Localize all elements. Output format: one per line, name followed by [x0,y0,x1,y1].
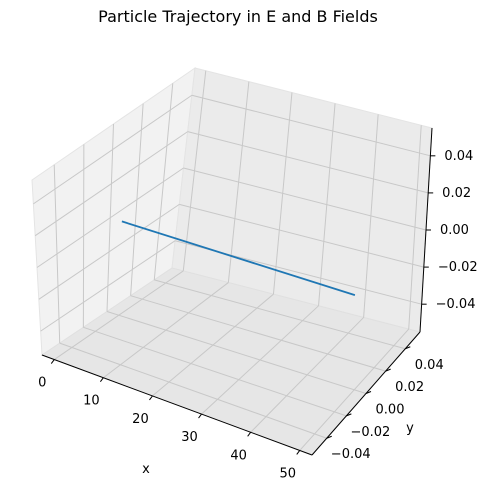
y-tick-label: 0.00 [376,403,405,418]
x-tick-label: 10 [83,394,100,409]
z-grid-left [36,167,184,268]
x-axis-line [41,354,313,456]
y-tick-mark [405,346,411,350]
z-grid-left [33,94,193,205]
z-tick-label: −0.02 [438,260,478,275]
trajectory-line [121,220,356,296]
x-tick-mark [99,377,104,383]
x-tick-label: 50 [279,466,296,481]
y-tick-label: −0.02 [350,425,390,440]
y-tick-mark [365,391,372,394]
z-tick-label: 0.02 [442,186,471,201]
z-grid-left [38,203,180,300]
x-tick-label: 0 [38,376,46,391]
x-tick-label: 20 [132,412,149,427]
z-tick-label: −0.04 [436,297,476,312]
x-tick-mark [198,413,202,419]
tick-labels: 0 10 20 30 40 50 −0.04 −0.02 0.00 0.02 0.04 −0.04 −0… [38,149,478,482]
y-grid-floor [154,279,406,350]
y-axis-label: y [406,421,414,436]
x-tick-label: 30 [181,430,198,445]
y-tick-label: 0.04 [415,358,444,373]
y-tick-mark [326,435,332,439]
y-tick-mark [385,368,391,372]
x-tick-mark [247,431,252,437]
x-axis-label: x [142,462,150,477]
z-grid-left [34,131,188,237]
series-layer [121,220,356,296]
x-tick-label: 40 [230,448,247,463]
y-grid-floor [59,342,327,439]
z-grid-back [183,167,427,231]
z-grid-back [191,94,431,157]
x-tick-mark [296,450,301,455]
z-tick-label: 0.04 [444,149,473,164]
y-tick-mark [346,413,352,417]
grid-lines [33,70,431,451]
y-tick-label: 0.02 [395,380,424,395]
z-grid-back [187,131,429,194]
chart-title: Particle Trajectory in E and B Fields [98,7,378,26]
y-grid-floor [130,295,386,372]
y-grid-floor [83,326,347,417]
y-grid-floor [106,311,367,394]
axes-lines [41,127,436,456]
z-grid-back [179,203,424,268]
y-tick-label: −0.04 [331,447,371,462]
z-grid-left [40,240,176,332]
z-tick-label: 0.00 [440,223,469,238]
x-tick-mark [50,359,55,364]
x-tick-mark [149,395,153,401]
